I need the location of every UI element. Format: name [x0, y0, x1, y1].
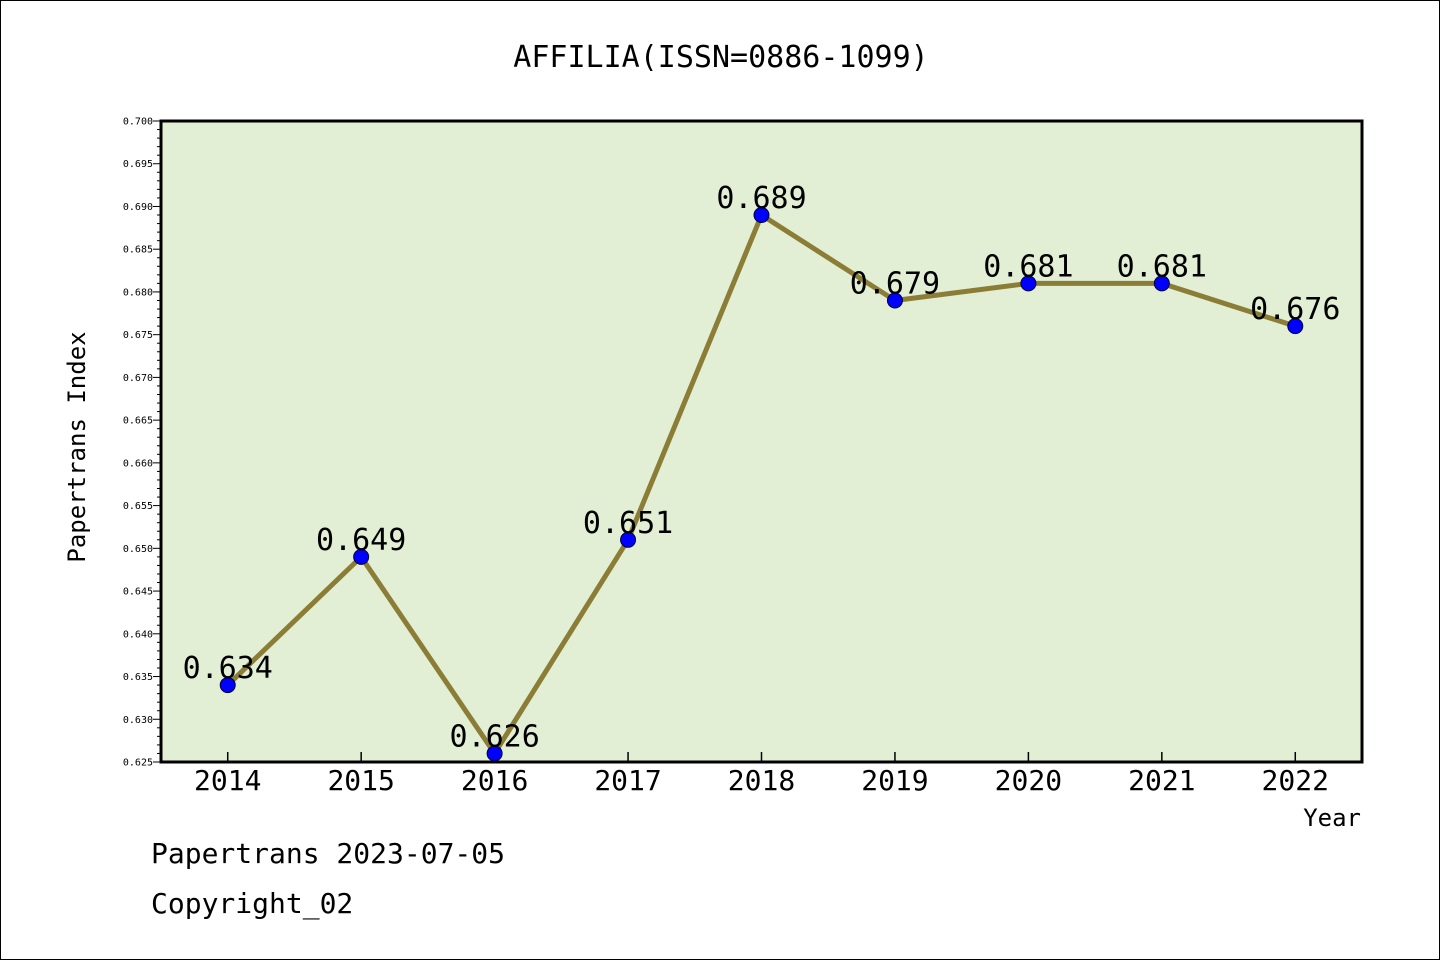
data-point [886, 292, 903, 309]
y-tick-label: 0.680 [123, 287, 153, 298]
data-point [486, 745, 503, 762]
x-tick-label: 2014 [194, 764, 261, 797]
chart-title: AFFILIA(ISSN=0886-1099) [513, 40, 928, 75]
data-point [353, 548, 370, 565]
y-tick-label: 0.670 [123, 373, 153, 384]
series-layer: 0.634 0.649 0.626 0.651 0.689 0.679 0.681 0.681… [183, 181, 1340, 762]
y-tick-label: 0.655 [123, 501, 153, 512]
y-axis: 0.625 0.630 0.635 0.640 0.645 0.650 0.655 0.660… [123, 117, 161, 769]
y-tick-label: 0.650 [123, 544, 153, 555]
data-point [620, 531, 637, 548]
y-tick-label: 0.645 [123, 587, 153, 598]
data-label: 0.689 [716, 181, 806, 216]
y-tick-label: 0.640 [123, 629, 153, 640]
x-tick-label: 2019 [861, 764, 928, 797]
y-tick-label: 0.675 [123, 330, 153, 341]
x-tick-label: 2016 [461, 764, 528, 797]
y-axis-label: Papertrans Index [63, 331, 91, 562]
y-tick-label: 0.695 [123, 159, 153, 170]
data-label: 0.679 [850, 266, 940, 301]
data-point [1020, 275, 1037, 292]
x-axis: 2014 2015 2016 2017 2018 2019 2020 2021 2022 [194, 752, 1329, 797]
data-point [1153, 275, 1170, 292]
x-tick-label: 2015 [327, 764, 394, 797]
x-tick-label: 2022 [1262, 764, 1329, 797]
footer-date: Papertrans 2023-07-05 [151, 837, 506, 870]
x-tick-label: 2018 [728, 764, 795, 797]
x-tick-label: 2021 [1128, 764, 1195, 797]
data-point [219, 677, 236, 694]
data-label: 0.626 [449, 719, 539, 754]
y-tick-label: 0.685 [123, 245, 153, 256]
data-label: 0.649 [316, 523, 406, 558]
y-tick-label: 0.690 [123, 202, 153, 213]
data-label: 0.634 [183, 651, 273, 686]
x-tick-label: 2017 [594, 764, 661, 797]
data-point [1287, 318, 1304, 335]
y-tick-label: 0.660 [123, 458, 153, 469]
y-tick-label: 0.665 [123, 416, 153, 427]
footer-copyright: Copyright_02 [151, 887, 354, 920]
data-label: 0.681 [983, 249, 1073, 284]
x-axis-label: Year [1303, 804, 1361, 832]
x-tick-label: 2020 [995, 764, 1062, 797]
y-tick-label: 0.700 [123, 117, 153, 128]
y-tick-label: 0.630 [123, 715, 153, 726]
y-tick-label: 0.635 [123, 672, 153, 683]
y-tick-label: 0.625 [123, 758, 153, 769]
plot-area [159, 119, 1364, 764]
data-label: 0.651 [583, 506, 673, 541]
data-label: 0.681 [1117, 249, 1207, 284]
data-label: 0.676 [1250, 292, 1340, 327]
data-point [753, 207, 770, 224]
